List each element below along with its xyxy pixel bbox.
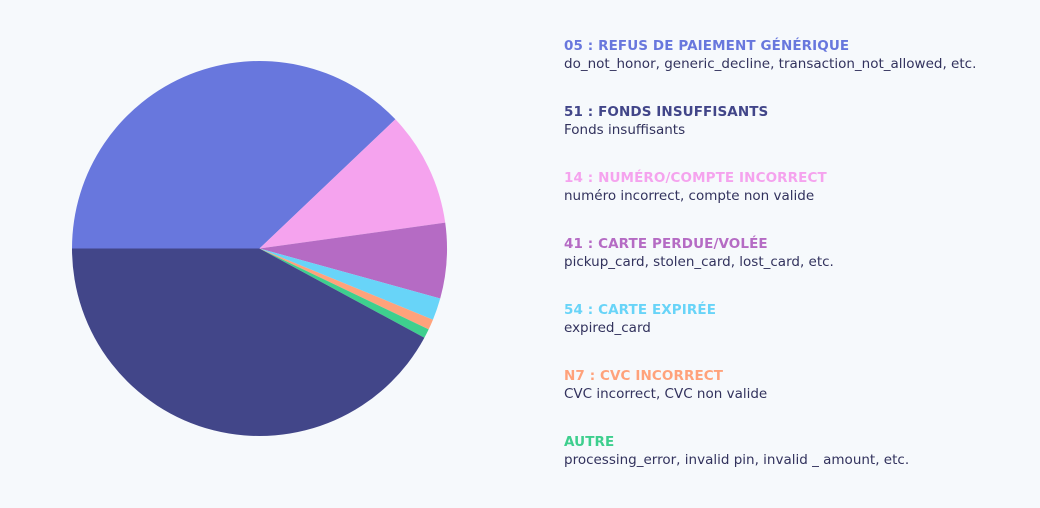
legend-description: pickup_card, stolen_card, lost_card, etc… <box>564 254 834 270</box>
legend-item-41: 41 : CARTE PERDUE/VOLÉE pickup_card, sto… <box>564 235 1024 301</box>
legend-description: Fonds insuffisants <box>564 122 686 138</box>
legend-title: N7 : CVC INCORRECT <box>564 368 724 384</box>
legend-description: processing_error, invalid pin, invalid _… <box>564 452 910 468</box>
pie-slice-41 <box>259 222 447 299</box>
pie-chart <box>72 61 447 436</box>
legend-title: 14 : NUMÉRO/COMPTE INCORRECT <box>564 170 827 186</box>
pie-slice-autre <box>259 248 429 338</box>
legend-item-14: 14 : NUMÉRO/COMPTE INCORRECT numéro inco… <box>564 169 1024 235</box>
legend-item-54: 54 : CARTE EXPIRÉE expired_card <box>564 301 1024 367</box>
legend-title: 41 : CARTE PERDUE/VOLÉE <box>564 236 768 252</box>
legend-item-n7: N7 : CVC INCORRECT CVC incorrect, CVC no… <box>564 367 1024 433</box>
legend-item-autre: AUTRE processing_error, invalid pin, inv… <box>564 433 1024 499</box>
legend-description: expired_card <box>564 320 651 336</box>
legend-item-51: 51 : FONDS INSUFFISANTS Fonds insuffisan… <box>564 103 1024 169</box>
legend-title: 05 : REFUS DE PAIEMENT GÉNÉRIQUE <box>564 38 850 54</box>
pie-slice-05 <box>72 61 396 249</box>
legend-description: numéro incorrect, compte non valide <box>564 188 815 204</box>
pie-slice-n7 <box>259 248 433 330</box>
legend: 05 : REFUS DE PAIEMENT GÉNÉRIQUE do_not_… <box>564 37 1024 499</box>
legend-description: do_not_honor, generic_decline, transacti… <box>564 56 977 72</box>
legend-title: 54 : CARTE EXPIRÉE <box>564 302 717 318</box>
legend-item-05: 05 : REFUS DE PAIEMENT GÉNÉRIQUE do_not_… <box>564 37 1024 103</box>
legend-title: AUTRE <box>564 434 615 450</box>
legend-title: 51 : FONDS INSUFFISANTS <box>564 104 769 120</box>
legend-description: CVC incorrect, CVC non valide <box>564 386 768 402</box>
pie-slice-51 <box>72 248 425 436</box>
pie-slice-14 <box>259 119 446 249</box>
pie-slice-54 <box>259 248 441 320</box>
pie-chart-svg <box>72 61 447 436</box>
